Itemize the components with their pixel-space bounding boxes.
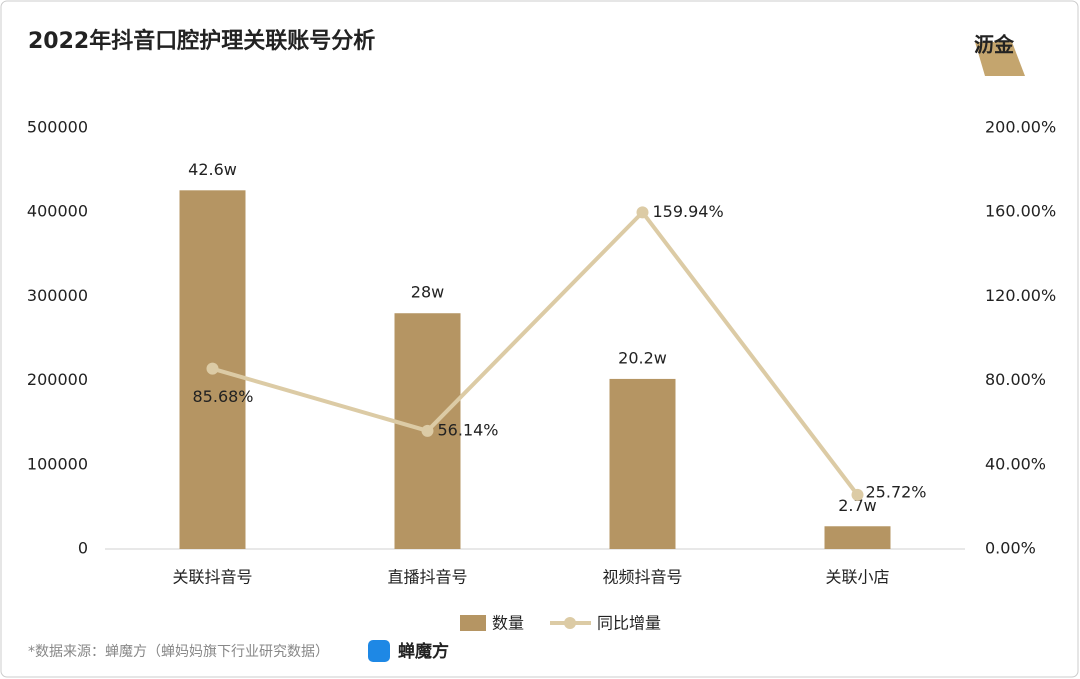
- line-point: [421, 424, 434, 437]
- brand: 蝉魔方: [398, 641, 449, 662]
- line: [211, 209, 860, 497]
- bar-label: 28w: [411, 283, 444, 302]
- y2-tick-label: 40.00%: [985, 454, 1046, 473]
- line-label: 159.94%: [653, 202, 724, 221]
- y-tick-label: 400000: [27, 202, 88, 221]
- x-tick-label: 关联抖音号: [172, 568, 252, 587]
- line-point: [636, 206, 649, 219]
- y-tick-label: 500000: [27, 118, 88, 137]
- legend-label: 数量: [492, 614, 524, 633]
- bar-label: 20.2w: [618, 348, 667, 367]
- legend-swatch: [460, 615, 486, 631]
- y2-tick-label: 160.00%: [985, 202, 1056, 221]
- bar: [824, 526, 891, 549]
- brand-icon: [368, 640, 390, 662]
- legend-swatch: [564, 617, 576, 629]
- logo-shape: [975, 42, 1025, 76]
- line-point: [851, 488, 864, 501]
- y-tick-label: 200000: [27, 370, 88, 389]
- source: *数据来源：蝉魔方（蝉妈妈旗下行业研究数据）: [28, 644, 329, 660]
- y-tick-label: 100000: [27, 454, 88, 473]
- bar-label: 42.6w: [188, 160, 237, 179]
- y-tick-label: 0: [78, 539, 88, 558]
- line-point: [206, 362, 219, 375]
- x-tick-label: 直播抖音号: [387, 568, 467, 587]
- bar-label: 2.7w: [838, 496, 877, 515]
- x-tick-label: 关联小店: [825, 568, 889, 587]
- line-label: 25.72%: [866, 482, 927, 501]
- y2-tick-label: 0.00%: [985, 539, 1036, 558]
- line-label: 85.68%: [193, 387, 254, 406]
- y-tick-label: 300000: [27, 286, 88, 305]
- legend-label: 同比增量: [597, 614, 661, 633]
- y2-tick-label: 200.00%: [985, 118, 1056, 137]
- logo-text: 沥金: [974, 33, 1015, 57]
- bar: [609, 378, 676, 549]
- y2-tick-label: 80.00%: [985, 370, 1046, 389]
- line-label: 56.14%: [438, 420, 499, 439]
- y2-tick-label: 120.00%: [985, 286, 1056, 305]
- x-tick-label: 视频抖音号: [602, 568, 682, 587]
- chart-title: 2022年抖音口腔护理关联账号分析: [28, 28, 375, 54]
